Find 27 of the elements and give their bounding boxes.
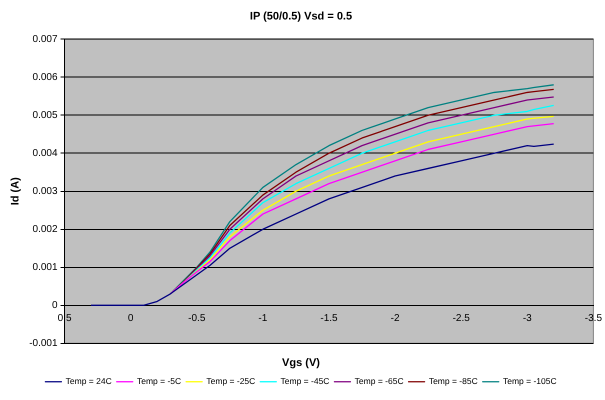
x-tick-label: -3.5: [584, 313, 602, 324]
x-axis-title: Vgs (V): [282, 356, 320, 369]
chart-title: IP (50/0.5) Vsd = 0.5: [250, 10, 352, 23]
y-tick-label: 0: [52, 300, 58, 312]
legend-label: Temp = 24C: [66, 376, 112, 386]
legend-label: Temp = -105C: [502, 376, 557, 386]
legend-label: Temp = -5C: [136, 376, 182, 386]
x-tick-label: -1: [258, 313, 268, 324]
x-tick-label: -2: [390, 313, 400, 324]
x-tick-label: -2.5: [452, 313, 470, 324]
x-tick-label: -3: [522, 313, 532, 324]
x-tick-label: -1.5: [320, 313, 338, 324]
y-tick-label: 0.003: [32, 186, 58, 197]
y-axis-title: Id (A): [10, 176, 22, 206]
x-tick-label: 0: [128, 313, 134, 324]
y-tick-label: 0.006: [32, 72, 58, 83]
legend-label: Temp = -25C: [206, 376, 256, 386]
legend-label: Temp = -45C: [280, 376, 330, 386]
y-tick-label: 0.004: [32, 148, 58, 159]
y-tick-label: 0.001: [32, 262, 58, 274]
x-tick-label: -0.5: [188, 313, 206, 324]
legend-label: Temp = -65C: [354, 376, 404, 386]
y-tick-label: 0.002: [32, 224, 58, 236]
y-tick-label: 0.005: [32, 110, 58, 121]
legend-label: Temp = -85C: [428, 376, 478, 386]
y-tick-label: -0.001: [29, 338, 58, 350]
y-tick-label: 0.007: [32, 34, 58, 45]
